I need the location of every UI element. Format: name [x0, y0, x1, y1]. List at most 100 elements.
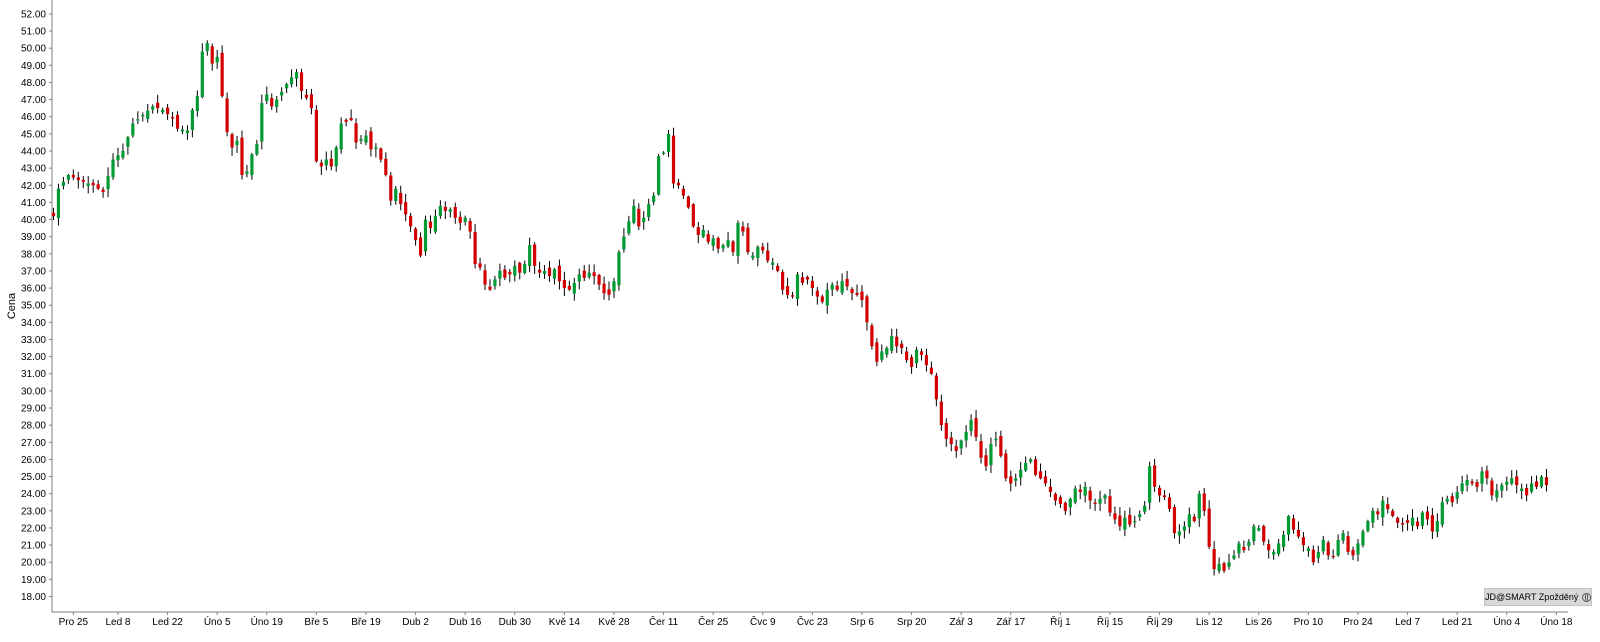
candle	[205, 40, 209, 56]
candle	[701, 224, 705, 239]
y-axis: 18.00 19.00 20.00 21.00 22.00 23.00 24.00 25.00…	[21, 0, 53, 612]
candle-body	[468, 220, 472, 232]
y-tick-label: 25.00	[21, 472, 46, 483]
candle	[964, 425, 968, 448]
candle	[1187, 507, 1191, 534]
candle	[1326, 540, 1330, 560]
candle-body	[547, 267, 552, 277]
candle-body	[914, 349, 919, 364]
candle	[1227, 553, 1231, 570]
candle	[1197, 490, 1201, 527]
candle-body	[1058, 497, 1062, 504]
candle	[190, 108, 194, 138]
candle	[1128, 507, 1132, 528]
candle	[1237, 541, 1241, 559]
candle-body	[1445, 498, 1449, 502]
candle-body	[205, 43, 209, 52]
candle-body	[810, 280, 814, 289]
candle-body	[518, 262, 522, 273]
candle	[458, 211, 462, 231]
candle-body	[324, 159, 328, 166]
candle	[691, 203, 695, 228]
x-tick-label: Říj 1	[1050, 615, 1071, 628]
candle	[399, 185, 403, 211]
candle-body	[865, 296, 869, 323]
candle-body	[190, 109, 194, 130]
candle-body	[86, 183, 90, 186]
candle	[1009, 470, 1013, 492]
candle	[895, 328, 899, 353]
y-tick-label: 41.00	[21, 198, 46, 209]
y-tick-label: 22.00	[21, 523, 46, 534]
candle	[1048, 478, 1053, 498]
candle	[180, 125, 185, 135]
candle-body	[696, 227, 700, 235]
candle-body	[294, 72, 299, 79]
candle	[384, 152, 388, 177]
candle	[771, 257, 775, 270]
candle	[1440, 496, 1444, 528]
candle	[989, 437, 993, 474]
candle	[1405, 514, 1410, 531]
candle	[1296, 521, 1301, 539]
candle	[1113, 506, 1117, 525]
candle-body	[776, 265, 780, 271]
candle	[1143, 500, 1147, 515]
candle	[1465, 474, 1469, 492]
candle-body	[924, 355, 929, 366]
candle	[136, 111, 140, 124]
y-tick-label: 50.00	[21, 44, 46, 55]
candle	[1306, 546, 1310, 557]
candle-body	[1153, 465, 1157, 487]
candle	[1098, 490, 1102, 511]
candle	[642, 211, 646, 230]
candle-body	[1242, 546, 1246, 551]
candle-body	[1014, 478, 1018, 481]
candle	[949, 431, 953, 452]
candle	[528, 237, 532, 273]
x-tick-label: Led 22	[152, 617, 183, 628]
candle	[210, 43, 214, 71]
candle	[151, 104, 155, 114]
candle-body	[855, 292, 859, 295]
candle-body	[71, 174, 75, 178]
candle	[835, 280, 839, 292]
x-tick-label: Pro 25	[59, 617, 89, 628]
candle-body	[1311, 549, 1315, 563]
candle-body	[1038, 471, 1043, 479]
candle-body	[1430, 515, 1434, 532]
candle	[354, 118, 358, 149]
candle-body	[1356, 543, 1360, 555]
candle	[706, 230, 710, 245]
y-tick-label: 30.00	[21, 386, 46, 397]
y-tick-label: 20.00	[21, 558, 46, 569]
candle-body	[1480, 471, 1484, 484]
candle	[96, 180, 100, 190]
candle-body	[1291, 518, 1296, 530]
x-tick-label: Srp 20	[897, 617, 927, 628]
candle-body	[691, 204, 695, 227]
candle	[1252, 523, 1256, 546]
candle-body	[513, 265, 517, 276]
candle-body	[1520, 488, 1524, 492]
candle	[255, 139, 259, 156]
candle	[483, 264, 487, 291]
candle	[1321, 535, 1325, 555]
candle-body	[642, 217, 646, 223]
candle-body	[1272, 551, 1276, 555]
candle	[1202, 487, 1206, 517]
y-tick-label: 40.00	[21, 215, 46, 226]
candle-body	[632, 205, 636, 223]
candle	[686, 195, 690, 209]
candle-body	[542, 270, 547, 274]
candle	[225, 92, 229, 137]
candle-body	[860, 291, 864, 301]
candle-body	[1033, 459, 1038, 475]
candle	[1341, 530, 1345, 544]
candle-body	[994, 438, 998, 441]
candle	[1401, 517, 1405, 532]
candle-body	[1148, 466, 1152, 503]
candle-body	[1321, 539, 1325, 552]
candle-body	[240, 137, 244, 175]
candle-body	[61, 181, 66, 186]
